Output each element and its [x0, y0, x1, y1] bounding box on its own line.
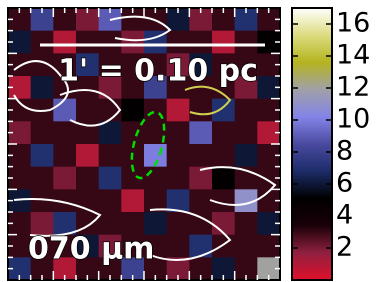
- cell: [167, 31, 190, 54]
- cell: [167, 212, 190, 235]
- figure: 1' = 0.10 pc 070 μm 246810121416: [0, 0, 385, 282]
- cell: [235, 99, 258, 122]
- cell: [212, 31, 235, 54]
- cell: [235, 121, 258, 144]
- cell: [167, 144, 190, 167]
- colorbar-label: 14: [336, 40, 370, 71]
- cell: [76, 167, 99, 190]
- cell: [212, 99, 235, 122]
- cell: [189, 189, 212, 212]
- colorbar-label: 12: [336, 72, 370, 103]
- cell: [76, 99, 99, 122]
- cell: [189, 99, 212, 122]
- cell: [99, 31, 122, 54]
- cell: [31, 31, 54, 54]
- cell: [167, 235, 190, 258]
- cell: [121, 99, 144, 122]
- scale-label: 1' = 0.10 pc: [58, 54, 258, 89]
- colorbar-fill: [292, 8, 332, 280]
- colorbar-label: 10: [336, 104, 370, 135]
- cell: [31, 76, 54, 99]
- cell: [189, 235, 212, 258]
- cell: [99, 144, 122, 167]
- cell: [235, 31, 258, 54]
- cell: [53, 31, 76, 54]
- cell: [76, 144, 99, 167]
- colorbar-label: 6: [336, 168, 353, 199]
- cell: [99, 167, 122, 190]
- cell: [53, 144, 76, 167]
- cell: [167, 167, 190, 190]
- cell: [212, 121, 235, 144]
- cell: [53, 99, 76, 122]
- cell: [31, 144, 54, 167]
- cell: [121, 189, 144, 212]
- cell: [235, 235, 258, 258]
- cell: [212, 235, 235, 258]
- cell: [212, 212, 235, 235]
- cell: [99, 121, 122, 144]
- cell: [144, 167, 167, 190]
- cell: [189, 31, 212, 54]
- cell: [31, 121, 54, 144]
- cell: [189, 121, 212, 144]
- cell: [189, 144, 212, 167]
- cell: [99, 189, 122, 212]
- colorbar-label: 16: [336, 8, 370, 39]
- band-label: 070 μm: [28, 232, 154, 267]
- cell: [167, 121, 190, 144]
- cell: [121, 31, 144, 54]
- cell: [212, 167, 235, 190]
- cell: [212, 144, 235, 167]
- colorbar-label: 8: [336, 136, 353, 167]
- cell: [76, 31, 99, 54]
- colorbar-label: 4: [336, 200, 353, 231]
- cell: [53, 121, 76, 144]
- cell: [189, 212, 212, 235]
- colorbar-label: 2: [336, 232, 353, 263]
- cell: [235, 212, 258, 235]
- cell: [235, 144, 258, 167]
- cell: [167, 99, 190, 122]
- cell: [31, 167, 54, 190]
- cell: [53, 167, 76, 190]
